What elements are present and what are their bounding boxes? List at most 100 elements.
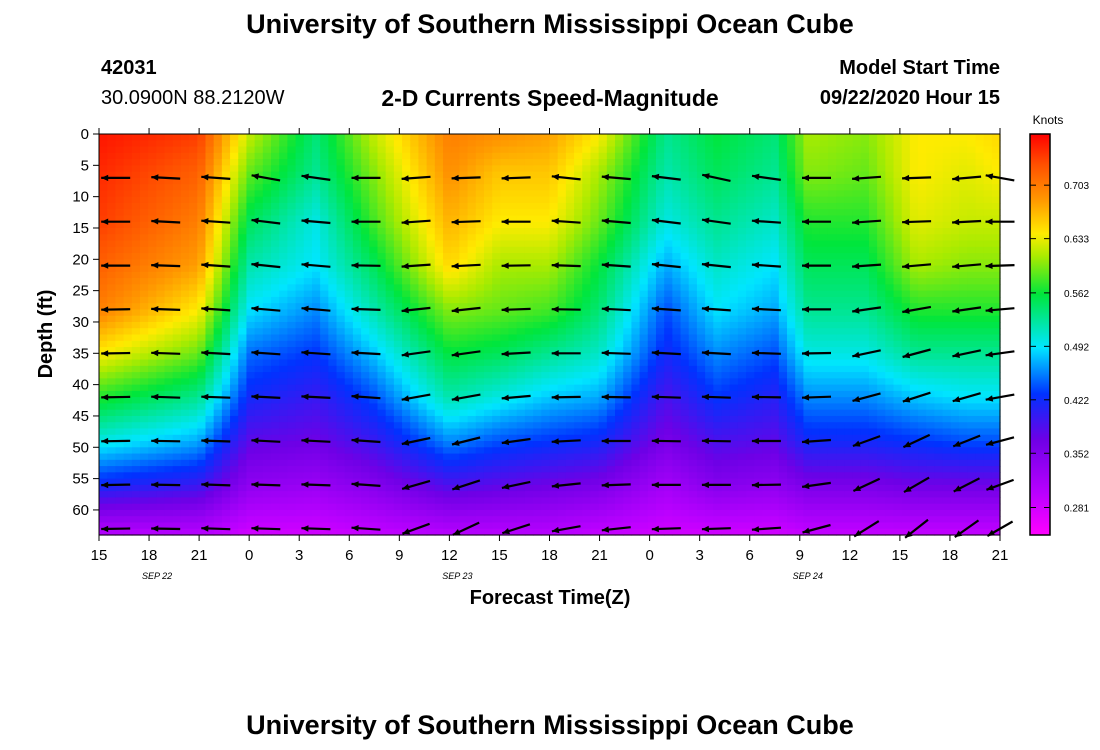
heatmap-cell bbox=[254, 271, 264, 279]
heatmap-cell bbox=[246, 384, 256, 392]
heatmap-cell bbox=[131, 522, 141, 530]
heatmap-cell bbox=[197, 397, 207, 405]
heatmap-cells bbox=[99, 134, 1001, 536]
heatmap-cell bbox=[500, 152, 510, 160]
heatmap-cell bbox=[385, 278, 395, 285]
heatmap-cell bbox=[524, 459, 534, 467]
heatmap-cell bbox=[664, 309, 673, 317]
heatmap-cell bbox=[557, 159, 567, 166]
heatmap-cell bbox=[377, 221, 387, 229]
heatmap-cell bbox=[410, 278, 420, 285]
heatmap-cell bbox=[352, 503, 362, 511]
heatmap-cell bbox=[352, 290, 362, 298]
heatmap-cell bbox=[623, 390, 633, 398]
heatmap-cell bbox=[729, 146, 739, 154]
heatmap-cell bbox=[99, 265, 108, 273]
heatmap-cell bbox=[221, 209, 231, 217]
heatmap-cell bbox=[377, 491, 387, 499]
heatmap-cell bbox=[680, 134, 690, 141]
heatmap-cell bbox=[565, 453, 575, 461]
heatmap-cell bbox=[336, 390, 346, 398]
heatmap-cell bbox=[721, 227, 731, 235]
heatmap-cell bbox=[189, 234, 198, 242]
heatmap-cell bbox=[139, 472, 149, 480]
heatmap-cell bbox=[197, 334, 207, 342]
heatmap-cell bbox=[262, 334, 272, 342]
heatmap-cell bbox=[639, 372, 649, 379]
heatmap-cell bbox=[279, 215, 288, 223]
heatmap-cell bbox=[598, 397, 608, 405]
heatmap-cell bbox=[729, 227, 739, 235]
heatmap-cell bbox=[352, 253, 362, 260]
heatmap-cell bbox=[344, 140, 354, 148]
heatmap-cell bbox=[557, 353, 567, 361]
heatmap-cell bbox=[123, 196, 133, 204]
heatmap-cell bbox=[180, 309, 190, 317]
heatmap-cell bbox=[680, 390, 690, 398]
heatmap-cell bbox=[483, 509, 493, 517]
heatmap-cell bbox=[189, 409, 198, 417]
heatmap-cell bbox=[164, 296, 174, 304]
heatmap-cell bbox=[598, 528, 608, 536]
heatmap-cell bbox=[164, 271, 174, 279]
heatmap-cell bbox=[426, 227, 436, 235]
heatmap-cell bbox=[287, 516, 297, 524]
heatmap-cell bbox=[164, 359, 174, 367]
heatmap-cell bbox=[483, 234, 493, 242]
heatmap-cell bbox=[189, 384, 198, 392]
heatmap-cell bbox=[426, 516, 436, 524]
heatmap-cell bbox=[615, 215, 624, 223]
heatmap-cell bbox=[516, 190, 526, 198]
heatmap-cell bbox=[516, 478, 526, 486]
heatmap-cell bbox=[131, 397, 141, 405]
heatmap-cell bbox=[139, 497, 149, 505]
heatmap-cell bbox=[459, 466, 469, 473]
heatmap-cell bbox=[623, 240, 633, 248]
heatmap-cell bbox=[705, 152, 714, 160]
heatmap-cell bbox=[426, 441, 436, 448]
heatmap-cell bbox=[705, 459, 714, 467]
heatmap-cell bbox=[180, 516, 190, 524]
heatmap-cell bbox=[99, 215, 108, 223]
heatmap-cell bbox=[279, 246, 288, 254]
heatmap-cell bbox=[664, 190, 673, 198]
heatmap-cell bbox=[320, 265, 329, 273]
heatmap-cell bbox=[590, 478, 600, 486]
heatmap-cell bbox=[680, 384, 690, 392]
heatmap-cell bbox=[254, 146, 264, 154]
heatmap-cell bbox=[664, 491, 673, 499]
heatmap-cell bbox=[336, 365, 346, 373]
heatmap-cell bbox=[303, 271, 313, 279]
heatmap-cell bbox=[311, 378, 321, 386]
heatmap-cell bbox=[533, 290, 542, 298]
heatmap-cell bbox=[500, 390, 510, 398]
heatmap-cell bbox=[688, 303, 698, 311]
heatmap-cell bbox=[369, 159, 379, 166]
heatmap-cell bbox=[221, 202, 231, 210]
heatmap-cell bbox=[205, 522, 215, 530]
heatmap-cell bbox=[696, 321, 706, 329]
heatmap-cell bbox=[385, 184, 395, 191]
heatmap-cell bbox=[574, 290, 583, 298]
heatmap-cell bbox=[361, 478, 370, 486]
heatmap-cell bbox=[213, 403, 223, 411]
heatmap-cell bbox=[582, 459, 592, 467]
heatmap-cell bbox=[492, 428, 501, 436]
heatmap-cell bbox=[369, 184, 379, 191]
heatmap-cell bbox=[639, 184, 649, 191]
heatmap-cell bbox=[246, 152, 256, 160]
heatmap-cell bbox=[533, 246, 542, 254]
heatmap-cell bbox=[696, 415, 706, 423]
heatmap-cell bbox=[459, 202, 469, 210]
heatmap-cell bbox=[180, 253, 190, 260]
heatmap-cell bbox=[115, 434, 125, 442]
heatmap-cell bbox=[647, 347, 657, 354]
heatmap-cell bbox=[344, 321, 354, 329]
heatmap-cell bbox=[729, 284, 739, 292]
heatmap-cell bbox=[205, 509, 215, 517]
heatmap-cell bbox=[606, 516, 616, 524]
heatmap-cell bbox=[443, 328, 452, 336]
heatmap-cell bbox=[369, 284, 379, 292]
heatmap-cell bbox=[328, 215, 338, 223]
heatmap-cell bbox=[369, 409, 379, 417]
